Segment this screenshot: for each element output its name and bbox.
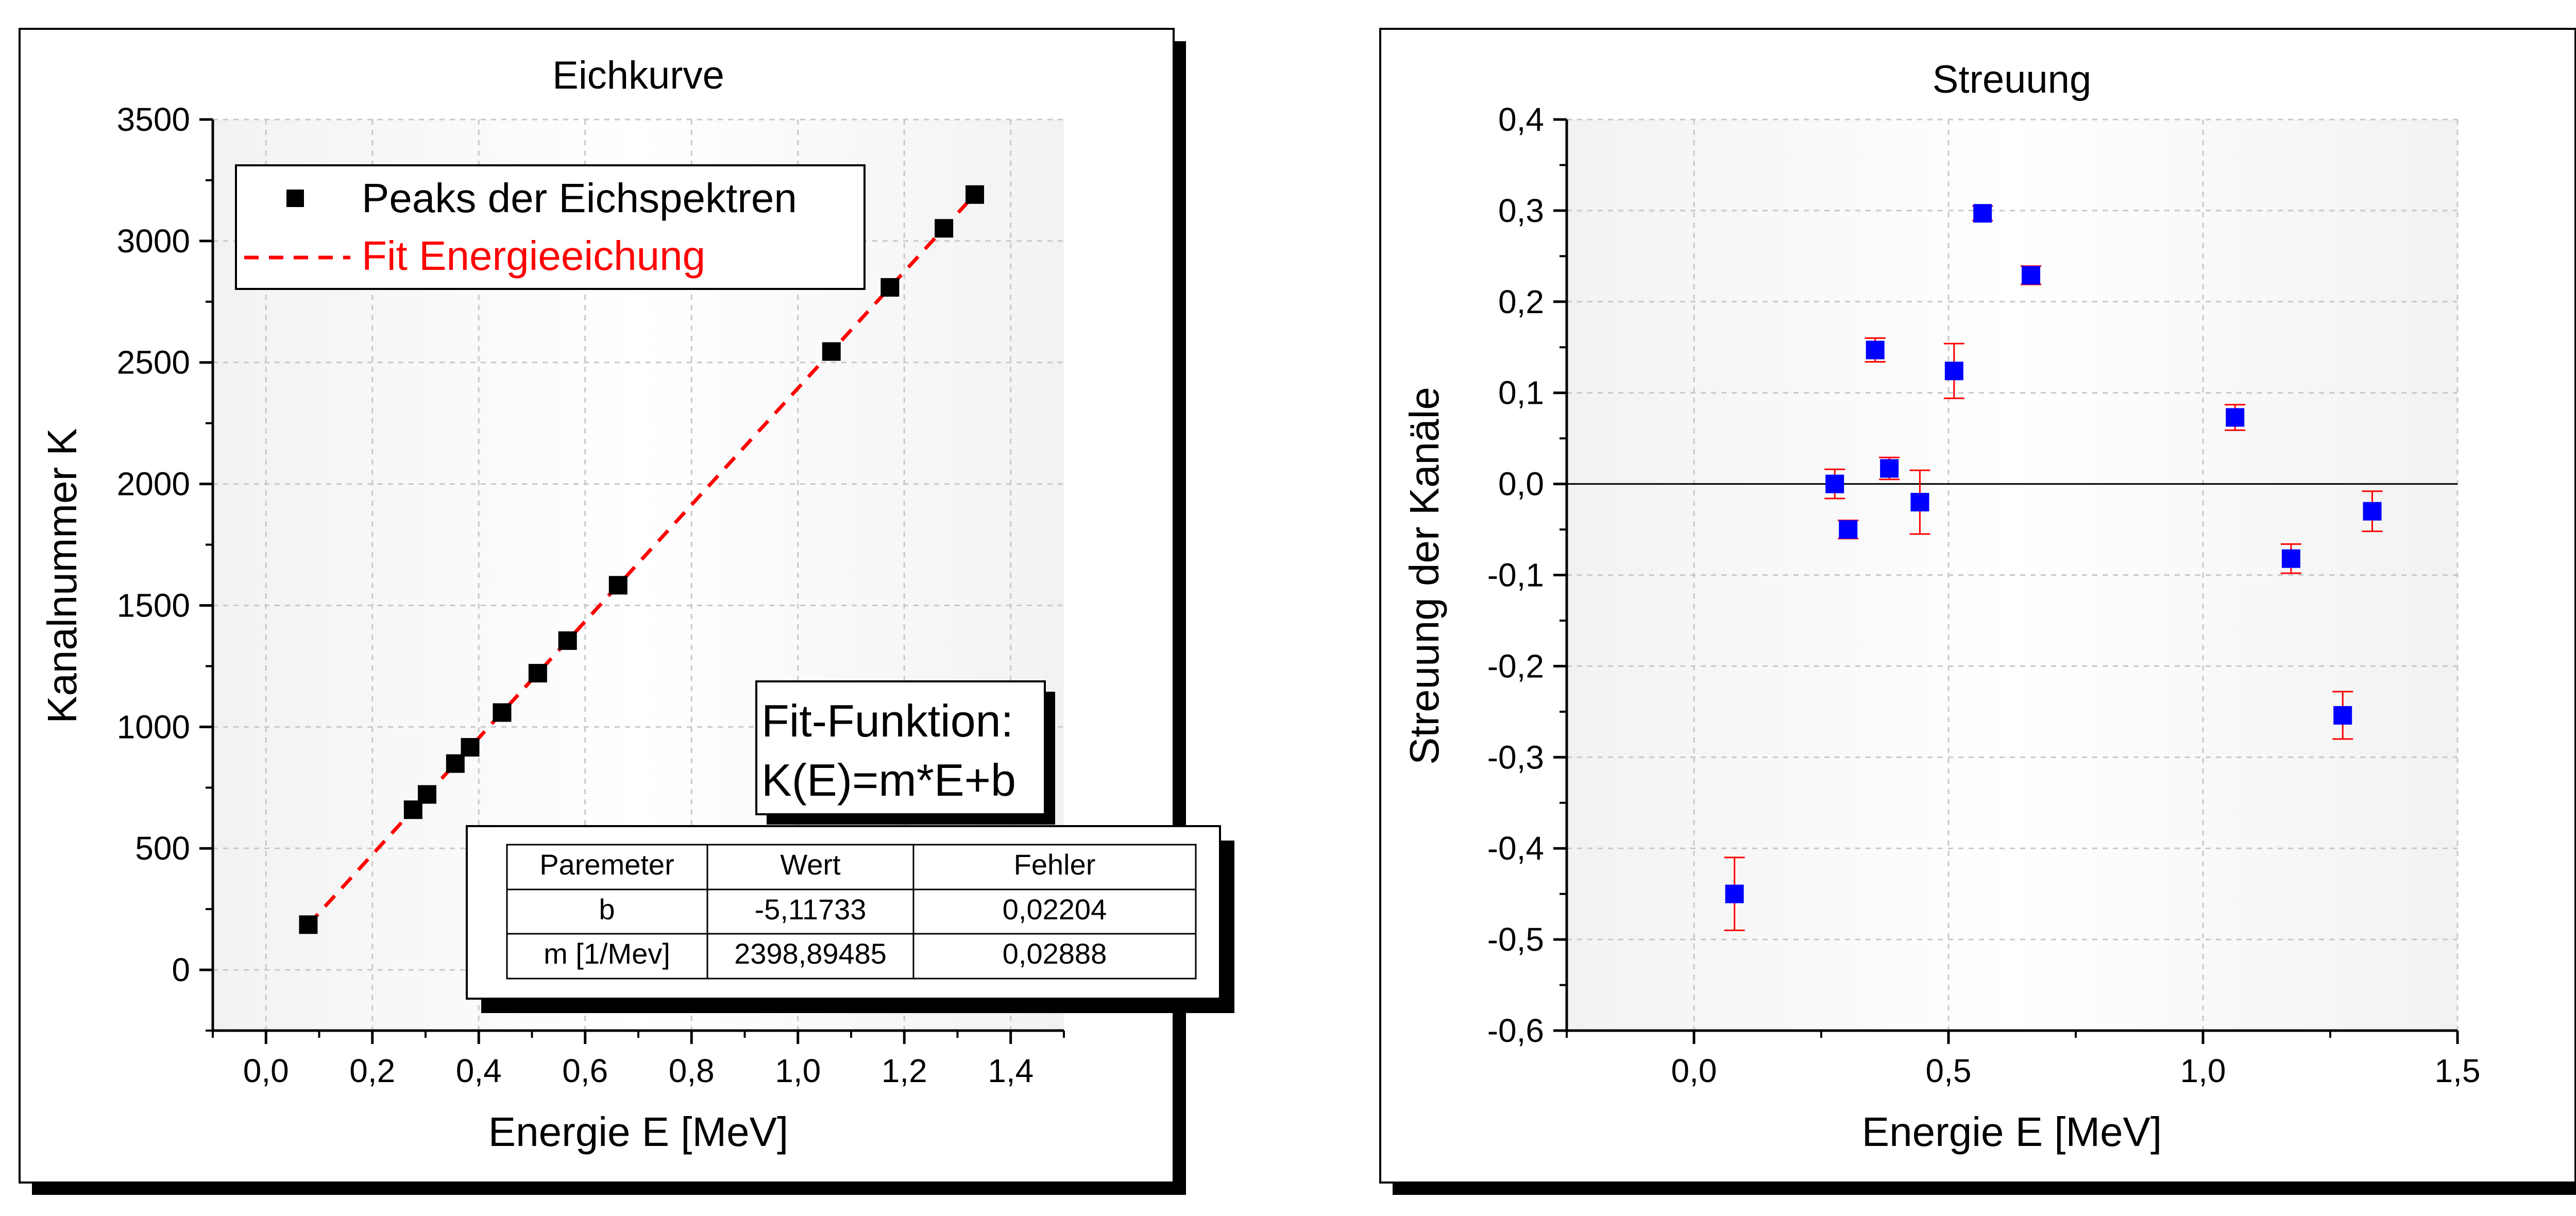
calibration-points [299,185,985,934]
scatter-x-axis-label: Energie E [MeV] [1862,1109,2162,1155]
y-tick-label: 0,1 [1498,374,1544,412]
y-tick-label: 2000 [117,466,190,503]
y-tick-label: 0,4 [1498,101,1544,138]
data-point [608,576,628,595]
y-tick-label: -0,4 [1487,830,1544,867]
data-point [528,664,547,683]
x-tick-label: 0,0 [243,1052,289,1089]
y-tick-label: 0,0 [1498,466,1544,503]
fit-box-line2: K(E)=m*E+b [761,755,1016,806]
data-point [880,278,900,297]
data-point [965,185,985,204]
y-tick-label: 1500 [117,587,190,624]
x-tick-label: 1,0 [775,1052,821,1089]
scatter-title: Streuung [1933,58,2091,101]
x-tick-label: 1,5 [2435,1052,2481,1089]
y-tick-label: 0,3 [1498,192,1544,229]
calibration-title: Eichkurve [552,54,724,97]
data-point [493,703,512,722]
data-point [935,219,954,238]
scatter-points [1724,204,2383,931]
scatter-chart: 0,0 0,5 1,0 1,5 0,4 0,3 0,2 0,1 0,0 -0,1 -0,2 -0,3 -… [1401,58,2480,1155]
y-tick-label: 0 [172,951,190,988]
data-point [1825,474,1844,493]
data-point [1944,362,1963,381]
table-cell-m-name: m [1/Mev] [544,937,670,970]
legend-square-marker [286,190,304,207]
x-tick-label: 0,4 [456,1052,502,1089]
calibration-chart: 0,0 0,2 0,4 0,6 0,8 1,0 1,2 1,4 0 500 1000 1500 2000… [39,54,1234,1155]
data-point [558,631,577,650]
data-point [1910,492,1929,511]
data-point [822,342,841,361]
y-tick-label: 3000 [117,222,190,260]
calibration-y-axis-label: Kanalnummer K [39,428,85,724]
data-point [1973,204,1992,223]
fit-line [307,193,976,926]
y-tick-label: -0,2 [1487,647,1544,684]
y-tick-label: -0,5 [1487,921,1544,958]
y-tick-label: 500 [135,830,190,867]
table-cell-m-value: 2398,89485 [734,937,887,970]
y-tick-label: 3500 [117,101,190,138]
table-grid-outer [506,844,1197,980]
scatter-y-axis-label: Streuung der Kanäle [1401,387,1447,765]
data-point [446,754,465,773]
x-tick-label: 0,6 [562,1052,608,1089]
y-tick-label: -0,6 [1487,1012,1544,1049]
x-tick-label: 0,2 [349,1052,395,1089]
scatter-ticks: 0,0 0,5 1,0 1,5 0,4 0,3 0,2 0,1 0,0 -0,1 -0,2 -0,3 -… [1487,101,2481,1089]
x-tick-label: 0,8 [669,1052,715,1089]
legend-label-peaks: Peaks der Eichspektren [362,175,797,221]
y-tick-label: -0,1 [1487,557,1544,594]
calibration-ticks: 0,0 0,2 0,4 0,6 0,8 1,0 1,2 1,4 0 500 1000 1500 2000… [117,101,1065,1089]
data-point [417,785,436,804]
data-point [1839,520,1858,539]
data-point [2363,502,2382,521]
x-tick-label: 1,0 [2180,1052,2226,1089]
table-frame [466,825,1221,1000]
data-point [1866,340,1885,359]
fit-line-group [307,193,976,926]
data-point [2281,549,2300,568]
y-tick-label: 2500 [117,344,190,381]
y-tick-label: 0,2 [1498,283,1544,320]
data-point [299,915,318,934]
table-header-parameter: Paremeter [539,848,674,881]
calibration-legend: Peaks der Eichspektren Fit Energieeichun… [235,164,866,290]
x-tick-label: 1,2 [882,1052,927,1089]
table-header-value: Wert [780,848,841,881]
y-tick-label: 1000 [117,708,190,745]
y-tick-label: -0,3 [1487,739,1544,776]
x-tick-label: 1,4 [988,1052,1033,1089]
table-cell-b-error: 0,02204 [1003,893,1107,926]
data-point [1880,459,1899,478]
data-point [2022,266,2041,285]
fit-box-frame [755,680,1046,815]
x-tick-label: 0,0 [1671,1052,1717,1089]
legend-box [235,164,866,290]
data-point [461,738,480,757]
table-cell-b-name: b [599,893,615,926]
data-point [2226,408,2245,427]
fit-box-line1: Fit-Funktion: [761,695,1013,746]
table-cell-m-error: 0,02888 [1003,937,1107,970]
data-point [2333,706,2352,725]
table-header-error: Fehler [1014,848,1096,881]
table-cell-b-value: -5,11733 [755,893,867,926]
x-tick-label: 0,5 [1926,1052,1972,1089]
calibration-x-axis-label: Energie E [MeV] [488,1109,789,1155]
parameter-table: Paremeter Wert Fehler b -5,11733 0,02204… [466,825,1234,1013]
legend-label-fit: Fit Energieeichung [362,233,705,279]
fit-function-box: Fit-Funktion: K(E)=m*E+b [755,680,1055,825]
data-point [1725,884,1744,903]
